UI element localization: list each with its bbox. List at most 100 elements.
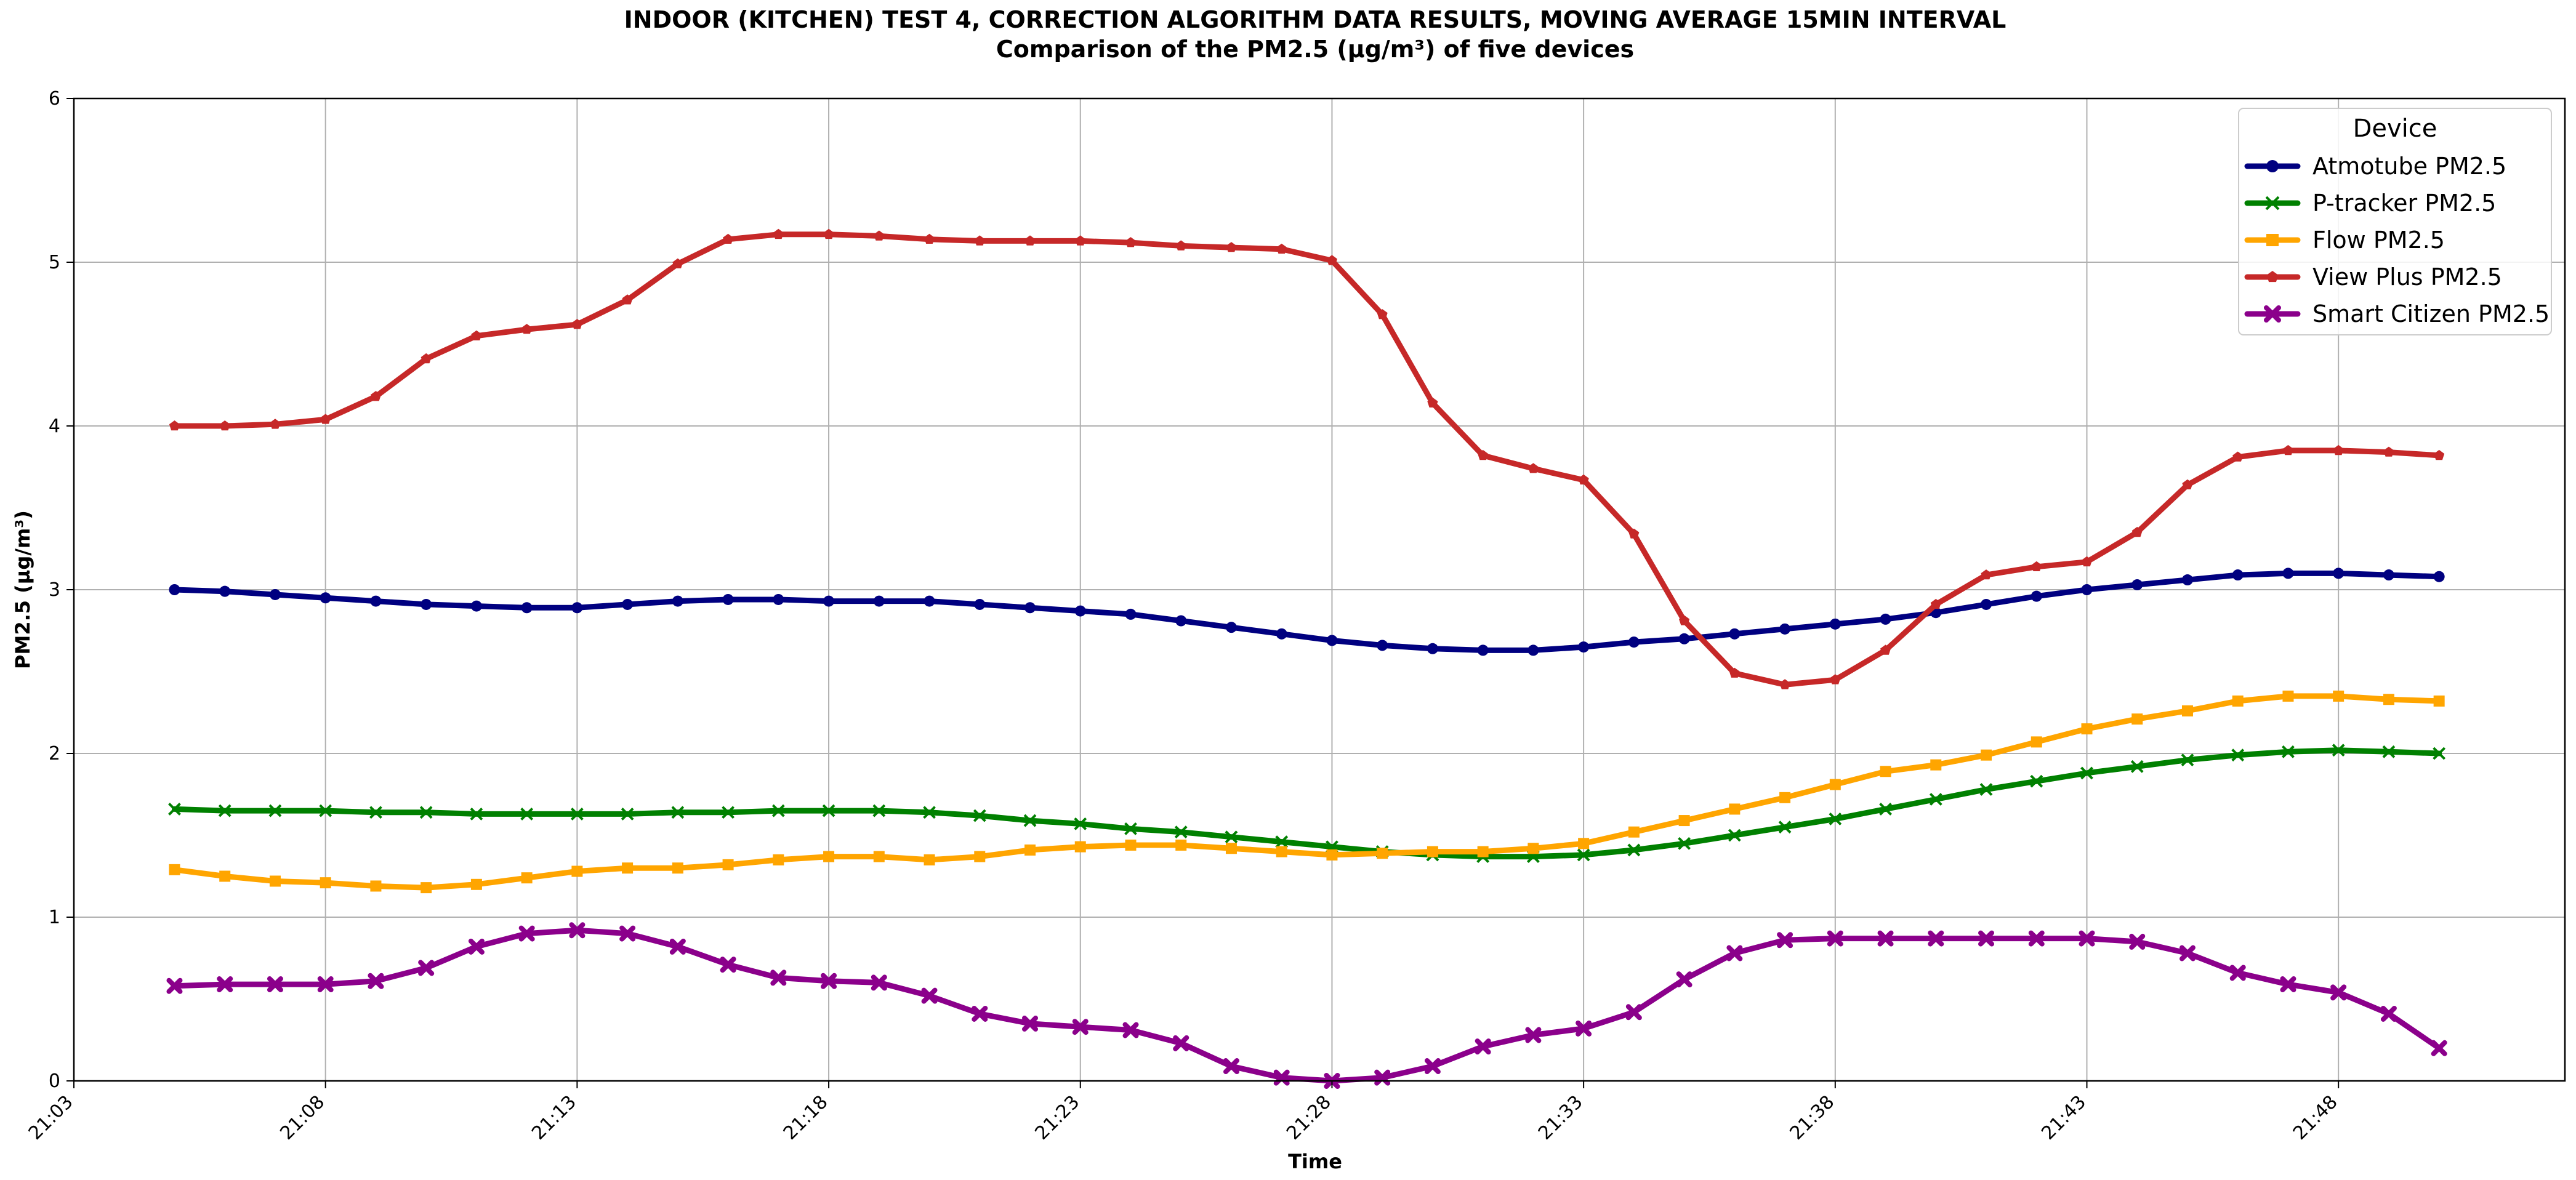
data-point — [470, 808, 483, 821]
data-point — [2030, 774, 2043, 788]
series-group — [169, 228, 2445, 689]
data-point — [1427, 846, 1438, 857]
legend: Device Atmotube PM2.5 P-tracker PM2.5 Flow… — [2238, 108, 2552, 335]
data-point — [2232, 451, 2244, 462]
data-point — [1125, 237, 1136, 247]
y-axis-label: PM2.5 (µg/m³) — [11, 510, 34, 669]
data-point — [1930, 598, 1941, 609]
data-point — [773, 593, 784, 605]
data-point — [1377, 848, 1388, 859]
data-point — [619, 925, 636, 942]
data-point — [669, 938, 686, 955]
data-point — [874, 230, 885, 241]
data-point — [1377, 309, 1388, 319]
data-point — [973, 809, 986, 822]
data-point — [1527, 463, 1539, 473]
data-point — [267, 976, 283, 993]
data-point — [873, 595, 885, 607]
y-tick-label: 4 — [49, 415, 60, 437]
data-point — [1276, 243, 1287, 254]
series-line — [172, 693, 2442, 891]
data-point — [2181, 753, 2194, 767]
data-point — [2333, 568, 2345, 579]
data-point — [1326, 255, 1337, 265]
data-point — [521, 602, 533, 614]
data-point — [771, 804, 785, 817]
data-point — [1729, 803, 1741, 815]
data-point — [268, 804, 282, 817]
data-point — [2232, 569, 2244, 581]
data-point — [570, 808, 584, 821]
data-point — [974, 235, 985, 246]
grid-lines — [73, 98, 2565, 1082]
data-point — [1679, 615, 1690, 625]
x-tick-label: 21:43 — [2037, 1091, 2090, 1144]
data-point — [320, 414, 331, 424]
data-point — [1225, 830, 1238, 844]
x-tick-label: 21:23 — [1031, 1091, 1084, 1144]
data-point — [1578, 838, 1590, 849]
data-point — [921, 987, 938, 1004]
x-tick-label: 21:28 — [1282, 1091, 1335, 1144]
data-point — [418, 960, 435, 976]
legend-item: View Plus PM2.5 — [2244, 263, 2502, 291]
data-point — [1628, 528, 1640, 539]
legend-label: View Plus PM2.5 — [2312, 263, 2502, 291]
data-point — [1175, 839, 1187, 851]
data-point — [1779, 623, 1791, 635]
data-point — [1022, 1015, 1039, 1032]
data-point — [571, 865, 583, 877]
data-point — [169, 864, 180, 875]
legend-item: Smart Citizen PM2.5 — [2244, 300, 2550, 327]
data-point — [2231, 749, 2245, 762]
series-group — [169, 690, 2445, 894]
data-point — [924, 595, 935, 607]
data-point — [2129, 933, 2146, 950]
data-point — [872, 804, 886, 817]
data-point — [671, 806, 685, 819]
data-point — [1475, 1038, 1491, 1055]
data-point — [622, 294, 633, 305]
data-point — [1477, 644, 1489, 656]
data-point — [823, 595, 835, 607]
data-point — [1678, 837, 1691, 850]
data-point — [2079, 930, 2095, 947]
data-point — [1929, 793, 1942, 806]
data-point — [168, 803, 181, 816]
data-point — [1779, 792, 1791, 803]
data-point — [2433, 695, 2445, 707]
data-point — [368, 973, 384, 989]
legend-title: Device — [2353, 114, 2437, 143]
data-point — [2266, 234, 2279, 246]
data-point — [773, 228, 784, 239]
data-point — [1175, 240, 1186, 251]
data-point — [1478, 449, 1489, 460]
data-point — [1075, 235, 1086, 246]
data-point — [722, 806, 735, 819]
data-point — [1628, 636, 1640, 648]
data-point — [1928, 930, 1944, 947]
data-point — [1074, 817, 1087, 830]
data-point — [2266, 271, 2279, 283]
data-point — [2266, 160, 2279, 172]
data-point — [972, 1005, 988, 1022]
data-point — [1424, 1058, 1441, 1075]
x-tick-label: 21:08 — [276, 1091, 329, 1144]
data-point — [2434, 449, 2445, 460]
legend-item: P-tracker PM2.5 — [2244, 190, 2496, 217]
data-point — [1729, 628, 1741, 640]
series-line — [172, 747, 2442, 860]
data-point — [1174, 825, 1188, 839]
data-point — [2333, 690, 2345, 702]
data-point — [218, 804, 231, 817]
data-point — [1877, 930, 1894, 947]
data-point — [1778, 821, 1792, 834]
data-point — [2383, 569, 2394, 581]
legend-label: P-tracker PM2.5 — [2312, 190, 2496, 217]
data-point — [2333, 444, 2344, 456]
legend-items: Atmotube PM2.5 P-tracker PM2.5 Flow PM2.5 V… — [2244, 153, 2550, 327]
data-point — [2131, 526, 2143, 537]
data-point — [1525, 1027, 1542, 1043]
